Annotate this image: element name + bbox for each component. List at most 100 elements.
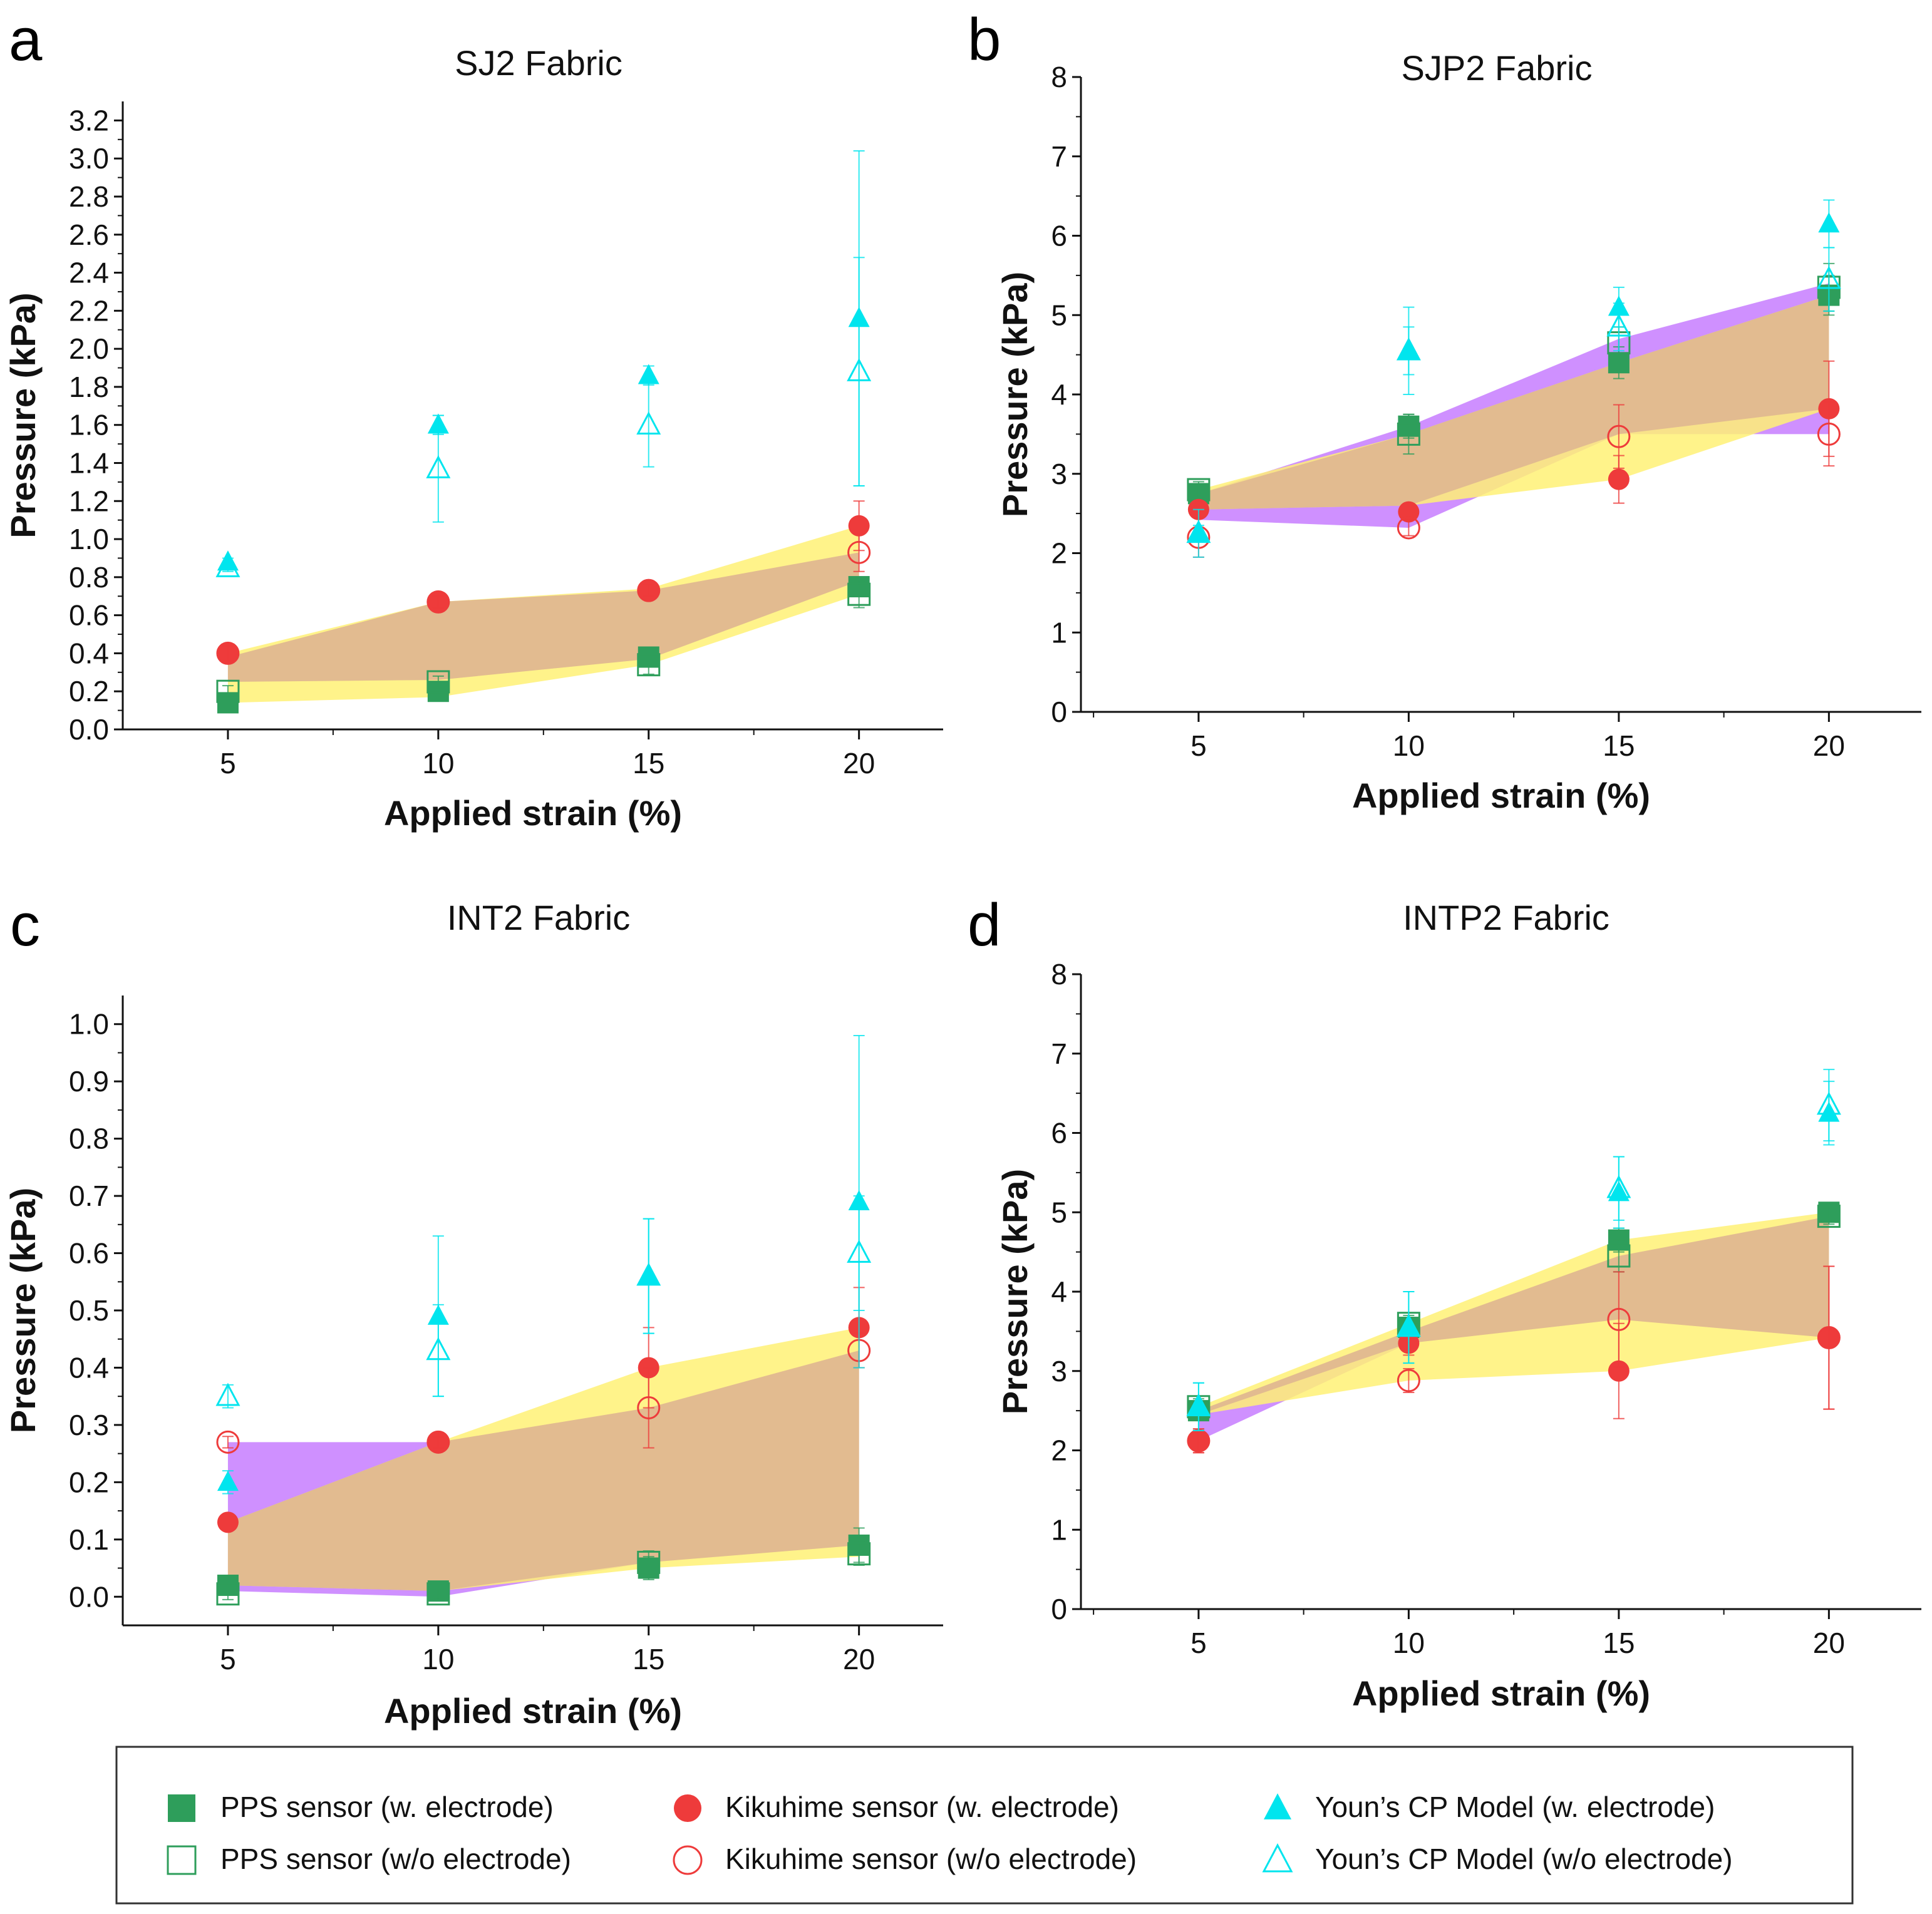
x-tick-label: 10 [422,1643,454,1675]
y-tick-label: 0.6 [69,599,109,632]
data-point [847,1239,872,1263]
legend-marker-triangle [1264,1793,1291,1819]
data-point [1397,516,1420,540]
chart-panel-c: INT2 Fabric 0.0 0.1 0.2 0.3 0.4 0.5 0.6 0.7 0.8 0.… [3,898,943,1731]
y-tick-label: 0.9 [69,1065,109,1098]
series-6 [215,257,872,577]
y-tick-label: 8 [1051,958,1067,990]
y-tick-label: 0 [1051,696,1067,728]
chart-panel-a: SJ2 Fabric 0.0 0.2 0.4 0.6 0.8 1.0 1.2 1.4 1.6 1.8… [3,43,943,833]
data-point [1608,468,1630,490]
x-tick-label: 15 [633,1643,664,1675]
series-2 [216,580,871,703]
data-point [426,1430,450,1454]
y-tick-label: 0.2 [69,1466,109,1498]
x-tick-label: 20 [1813,1627,1845,1659]
y-tick-label: 3.0 [69,142,109,175]
data-point [216,679,240,703]
data-point [848,515,870,537]
y-axis-label: Pressure (kPa) [3,1188,43,1433]
data-point [1186,1393,1211,1417]
data-point [847,358,872,381]
data-point [1397,422,1420,446]
data-point [1607,1307,1631,1331]
y-tick-label: 0.4 [69,637,109,669]
y-tick-label: 0.3 [69,1409,109,1441]
panel-label-a: a [9,6,43,73]
x-axis-label: Applied strain (%) [384,793,682,833]
y-axis-label: Pressure (kPa) [3,292,43,538]
data-point [1608,1360,1630,1382]
y-tick-label: 7 [1051,1037,1067,1070]
x-axis-label: Applied strain (%) [384,1691,682,1731]
x-tick-label: 15 [1603,729,1635,762]
legend-frame [115,1746,1854,1905]
y-tick-label: 2.0 [69,332,109,365]
legend-marker-square [167,1845,197,1875]
data-point [426,670,450,694]
x-tick-label: 10 [422,747,454,779]
y-tick-label: 0.0 [69,713,109,746]
y-tick-label: 1.6 [69,409,109,441]
y-tick-label: 7 [1051,140,1067,173]
y-tick-label: 3.2 [69,104,109,136]
data-point [216,1430,240,1454]
x-tick-label: 10 [1393,1627,1425,1659]
legend-label: PPS sensor (w. electrode) [220,1791,554,1823]
data-point [847,1542,871,1566]
y-tick-label: 2.6 [69,219,109,251]
data-point [1397,1369,1420,1392]
data-point [1607,424,1631,448]
data-point [637,1396,661,1419]
data-point [426,455,451,478]
legend-marker-triangle [1262,1843,1293,1873]
x-tick-label: 15 [1603,1627,1635,1659]
band-overlap [227,1351,859,1592]
legend-item: PPS sensor (w/o electrode) [167,1843,571,1875]
legend-marker-circle [674,1794,701,1822]
data-point [1398,501,1420,523]
legend-item: Kikuhime sensor (w. electrode) [674,1791,1119,1823]
data-point [216,1582,240,1606]
data-point [217,1511,239,1533]
y-tick-label: 2.2 [69,294,109,327]
y-tick-label: 1.0 [69,523,109,555]
data-point [636,1262,661,1286]
data-point [215,554,240,577]
y-tick-label: 6 [1051,220,1067,252]
y-tick-label: 0.4 [69,1351,109,1384]
chart-panel-b: SJP2 Fabric 0 1 2 3 4 5 6 7 8 5 10 15 20 Applied strai… [995,48,1921,815]
data-point [1606,1175,1631,1198]
data-point [1186,520,1211,543]
data-point [1396,337,1421,361]
x-axis-label: Applied strain (%) [1352,1674,1650,1713]
y-tick-label: 0.2 [69,675,109,707]
data-point [1817,422,1841,446]
panel-label-c: c [10,892,40,959]
legend-item: PPS sensor (w. electrode) [168,1791,554,1823]
legend-item: Youn’s CP Model (w/o electrode) [1262,1843,1733,1875]
chart-panel-d: INTP2 Fabric 0 1 2 3 4 5 6 7 8 5 10 15 20 Applied stra… [995,898,1921,1713]
y-tick-label: 1 [1051,1513,1067,1546]
data-point [637,579,661,602]
y-tick-label: 0.5 [69,1294,109,1327]
data-point [638,364,659,384]
y-tick-label: 1.0 [69,1008,109,1041]
x-tick-label: 20 [843,1643,875,1675]
x-tick-label: 15 [633,747,664,779]
y-tick-label: 0.8 [69,1123,109,1155]
legend-marker-circle [673,1845,703,1875]
data-point [217,1471,239,1491]
series-4 [216,532,871,665]
data-point [1816,265,1841,289]
data-point [426,590,450,614]
panel-label-b: b [968,6,1001,73]
data-point [426,1337,451,1361]
data-point [1396,1314,1421,1337]
chart-title: INT2 Fabric [447,898,631,937]
data-point [636,411,661,435]
legend-label: Kikuhime sensor (w. electrode) [725,1791,1119,1823]
y-tick-label: 0.8 [69,561,109,594]
y-tick-label: 0.0 [69,1580,109,1613]
